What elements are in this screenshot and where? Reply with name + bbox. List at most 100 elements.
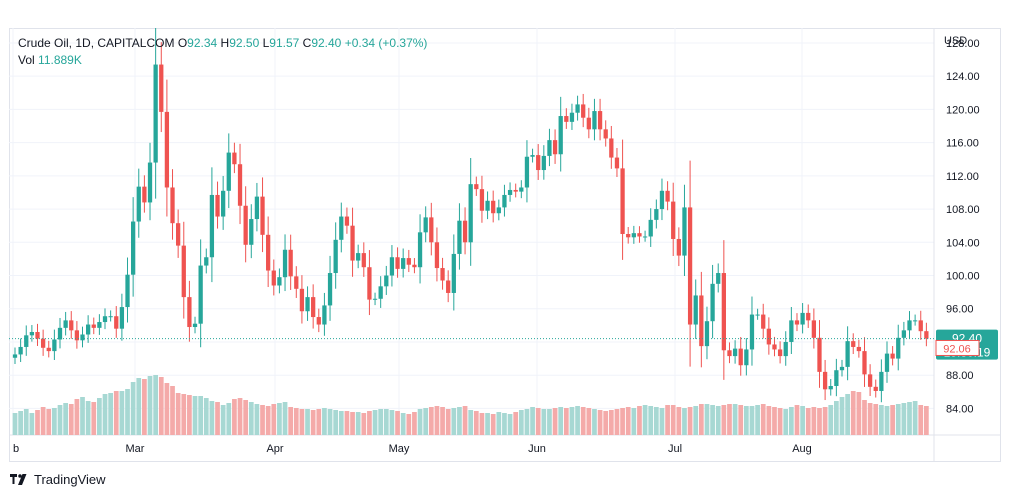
candle-body[interactable]	[277, 277, 282, 286]
candle-body[interactable]	[52, 339, 57, 352]
candle-body[interactable]	[586, 117, 591, 130]
candle-body[interactable]	[665, 190, 670, 202]
candle-body[interactable]	[288, 249, 293, 277]
candle-body[interactable]	[429, 217, 434, 243]
candle-body[interactable]	[912, 320, 918, 322]
candle-body[interactable]	[423, 217, 428, 233]
candle-body[interactable]	[361, 253, 366, 268]
candle-body[interactable]	[519, 187, 524, 192]
candle-body[interactable]	[558, 116, 563, 155]
candle-body[interactable]	[524, 156, 530, 188]
candle-body[interactable]	[147, 162, 153, 203]
candle-body[interactable]	[884, 353, 890, 372]
candle-body[interactable]	[867, 374, 873, 387]
candle-body[interactable]	[474, 184, 479, 190]
candle-body[interactable]	[142, 186, 147, 203]
candle-body[interactable]	[97, 322, 102, 328]
candle-body[interactable]	[468, 184, 473, 243]
candle-body[interactable]	[626, 233, 631, 238]
candle-body[interactable]	[676, 238, 681, 256]
candle-body[interactable]	[890, 353, 895, 359]
candle-body[interactable]	[479, 189, 485, 211]
candle-body[interactable]	[631, 233, 636, 238]
candle-body[interactable]	[74, 330, 80, 341]
candle-body[interactable]	[131, 221, 136, 275]
candle-body[interactable]	[91, 324, 96, 328]
candle-body[interactable]	[384, 275, 389, 287]
candle-body[interactable]	[682, 207, 687, 256]
candle-body[interactable]	[29, 332, 35, 336]
candle-body[interactable]	[176, 223, 181, 246]
candle-body[interactable]	[564, 116, 569, 122]
candle-body[interactable]	[119, 307, 125, 329]
candle-body[interactable]	[834, 370, 839, 386]
candle-body[interactable]	[339, 216, 344, 240]
candle-body[interactable]	[462, 220, 468, 243]
candle-body[interactable]	[125, 274, 130, 308]
candle-body[interactable]	[80, 334, 85, 341]
candle-body[interactable]	[907, 320, 912, 331]
candle-body[interactable]	[732, 348, 738, 357]
candle-body[interactable]	[839, 366, 845, 371]
candle-body[interactable]	[637, 233, 642, 237]
candle-body[interactable]	[311, 297, 316, 318]
candle-body[interactable]	[451, 253, 456, 293]
candle-body[interactable]	[777, 349, 783, 357]
candle-body[interactable]	[249, 219, 254, 245]
candle-body[interactable]	[642, 236, 648, 238]
candle-body[interactable]	[721, 273, 726, 351]
candle-body[interactable]	[924, 331, 929, 339]
candle-body[interactable]	[367, 267, 372, 300]
candle-body[interactable]	[671, 201, 676, 239]
candle-body[interactable]	[569, 112, 575, 122]
candle-body[interactable]	[24, 335, 29, 347]
candle-body[interactable]	[918, 320, 923, 332]
candle-body[interactable]	[485, 200, 490, 211]
candle-body[interactable]	[541, 155, 546, 171]
candle-body[interactable]	[687, 207, 693, 325]
candle-body[interactable]	[896, 337, 901, 359]
candle-body[interactable]	[35, 332, 40, 339]
candle-body[interactable]	[181, 245, 186, 298]
candle-body[interactable]	[659, 190, 665, 210]
candle-body[interactable]	[294, 276, 299, 289]
candle-body[interactable]	[851, 341, 856, 347]
candle-body[interactable]	[198, 265, 203, 324]
candle-body[interactable]	[46, 347, 51, 352]
candle-body[interactable]	[716, 273, 721, 284]
candle-body[interactable]	[226, 152, 231, 191]
candle-body[interactable]	[266, 234, 271, 271]
candle-body[interactable]	[699, 295, 704, 347]
candle-body[interactable]	[738, 348, 743, 366]
candle-body[interactable]	[299, 288, 305, 312]
candle-body[interactable]	[727, 350, 732, 357]
tradingview-footer[interactable]: TradingView	[10, 472, 106, 487]
candle-body[interactable]	[749, 314, 755, 350]
candle-body[interactable]	[817, 337, 822, 372]
candle-body[interactable]	[620, 168, 625, 234]
candle-body[interactable]	[507, 189, 513, 195]
candle-body[interactable]	[12, 354, 18, 358]
candle-body[interactable]	[159, 64, 164, 112]
candle-body[interactable]	[761, 314, 766, 329]
candle-body[interactable]	[114, 316, 119, 329]
candle-body[interactable]	[581, 104, 586, 118]
candle-body[interactable]	[654, 209, 659, 220]
candle-body[interactable]	[440, 268, 445, 281]
candle-body[interactable]	[530, 155, 535, 157]
candle-body[interactable]	[254, 196, 260, 220]
candle-body[interactable]	[401, 258, 406, 269]
candle-body[interactable]	[322, 305, 327, 325]
candle-body[interactable]	[389, 257, 395, 276]
candle-body[interactable]	[536, 155, 541, 171]
candle-body[interactable]	[372, 298, 378, 300]
candle-body[interactable]	[260, 196, 265, 235]
candle-body[interactable]	[806, 312, 811, 321]
candle-body[interactable]	[434, 242, 440, 269]
candle-body[interactable]	[108, 316, 113, 318]
candle-body[interactable]	[406, 258, 411, 265]
candle-body[interactable]	[789, 320, 794, 342]
candle-body[interactable]	[63, 320, 68, 328]
candle-body[interactable]	[710, 283, 715, 322]
